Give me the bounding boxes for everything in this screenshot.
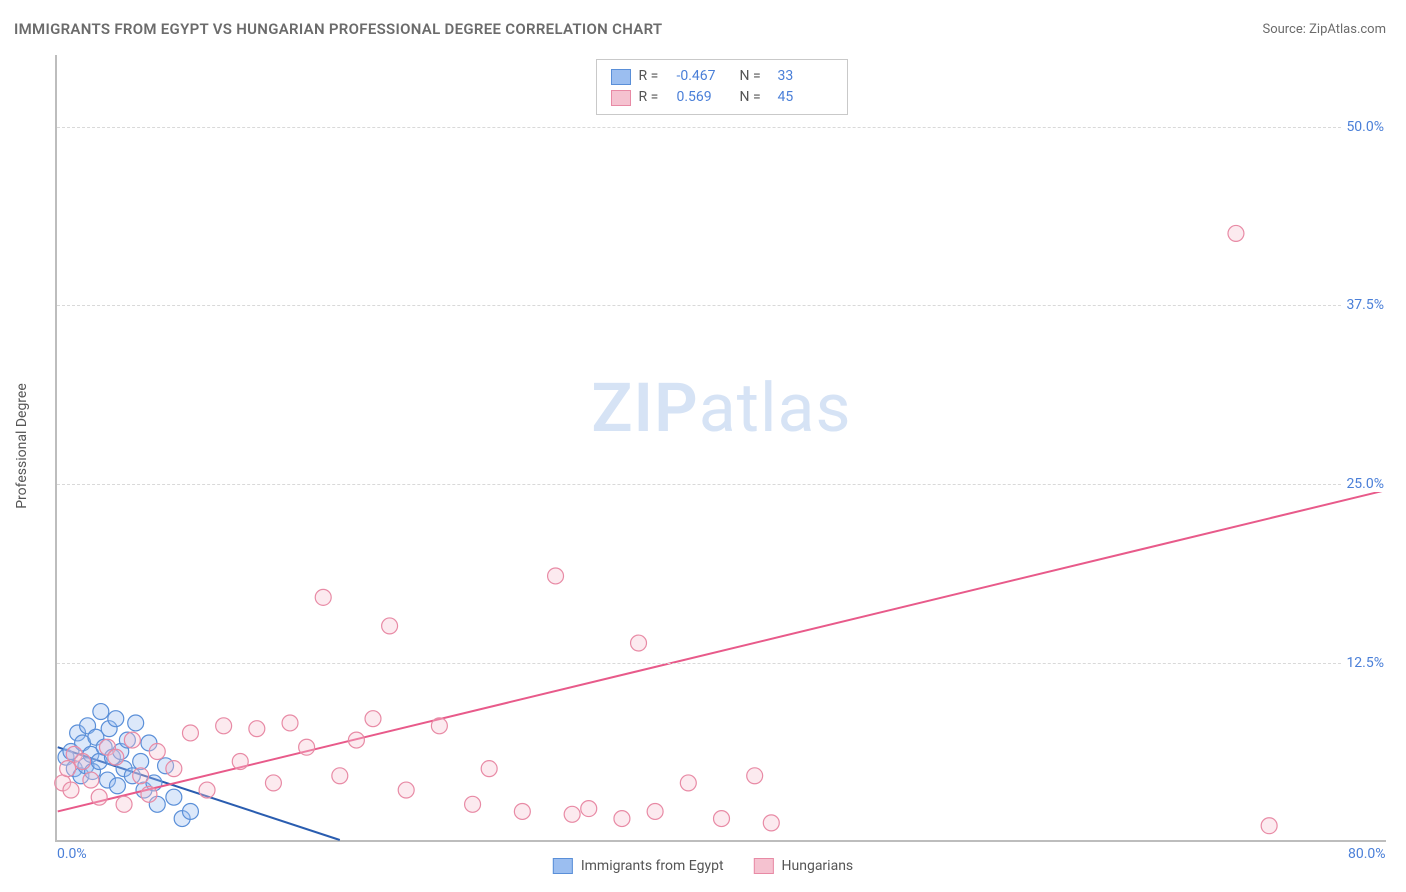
data-point — [83, 772, 99, 788]
legend-series-label: Hungarians — [782, 858, 854, 874]
data-point — [166, 761, 182, 777]
data-point — [128, 715, 144, 731]
chart-title: IMMIGRANTS FROM EGYPT VS HUNGARIAN PROFE… — [14, 20, 662, 38]
data-point — [763, 815, 779, 831]
data-point — [365, 711, 381, 727]
legend-series-item: Hungarians — [754, 858, 854, 874]
x-tick-label: 0.0% — [57, 846, 87, 862]
data-point — [63, 782, 79, 798]
data-point — [182, 725, 198, 741]
data-point — [75, 754, 91, 770]
data-point — [465, 796, 481, 812]
y-axis-label: Professional Degree — [14, 383, 30, 509]
data-point — [315, 589, 331, 605]
data-point — [747, 768, 763, 784]
series-legend: Immigrants from Egypt Hungarians — [553, 858, 853, 874]
data-point — [91, 789, 107, 805]
data-point — [299, 739, 315, 755]
y-tick-label: 25.0% — [1342, 476, 1388, 492]
gridline — [57, 663, 1386, 664]
gridline — [57, 305, 1386, 306]
data-point — [249, 721, 265, 737]
x-tick-label: 80.0% — [1348, 846, 1386, 862]
trend-line — [58, 490, 1386, 811]
source-name: ZipAtlas.com — [1309, 22, 1386, 37]
data-point — [108, 749, 124, 765]
scatter-svg — [57, 55, 1386, 840]
data-point — [141, 786, 157, 802]
data-point — [232, 754, 248, 770]
data-point — [133, 754, 149, 770]
data-point — [680, 775, 696, 791]
data-point — [265, 775, 281, 791]
y-tick-label: 12.5% — [1342, 655, 1388, 671]
data-point — [1261, 818, 1277, 834]
data-point — [332, 768, 348, 784]
data-point — [348, 732, 364, 748]
data-point — [149, 744, 165, 760]
data-point — [431, 718, 447, 734]
data-point — [714, 811, 730, 827]
legend-swatch — [754, 858, 774, 874]
data-point — [199, 782, 215, 798]
legend-series-item: Immigrants from Egypt — [553, 858, 724, 874]
data-point — [124, 732, 140, 748]
data-point — [514, 803, 530, 819]
data-point — [481, 761, 497, 777]
data-point — [216, 718, 232, 734]
data-point — [398, 782, 414, 798]
legend-series-label: Immigrants from Egypt — [581, 858, 724, 874]
gridline — [57, 127, 1386, 128]
y-tick-label: 50.0% — [1342, 119, 1388, 135]
data-point — [108, 711, 124, 727]
data-point — [614, 811, 630, 827]
data-point — [93, 704, 109, 720]
chart-plot-area: ZIPatlas R = -0.467N = 33R = 0.569N = 45… — [55, 55, 1386, 842]
data-point — [581, 801, 597, 817]
data-point — [548, 568, 564, 584]
gridline — [57, 484, 1386, 485]
data-point — [647, 803, 663, 819]
data-point — [60, 761, 76, 777]
data-point — [382, 618, 398, 634]
source-label: Source: — [1262, 22, 1309, 37]
data-point — [166, 789, 182, 805]
data-point — [282, 715, 298, 731]
data-point — [133, 768, 149, 784]
y-tick-label: 37.5% — [1342, 297, 1388, 313]
data-point — [631, 635, 647, 651]
data-point — [182, 803, 198, 819]
data-point — [109, 778, 125, 794]
data-point — [116, 796, 132, 812]
data-point — [1228, 225, 1244, 241]
legend-swatch — [553, 858, 573, 874]
source-attribution: Source: ZipAtlas.com — [1262, 22, 1386, 37]
data-point — [564, 806, 580, 822]
